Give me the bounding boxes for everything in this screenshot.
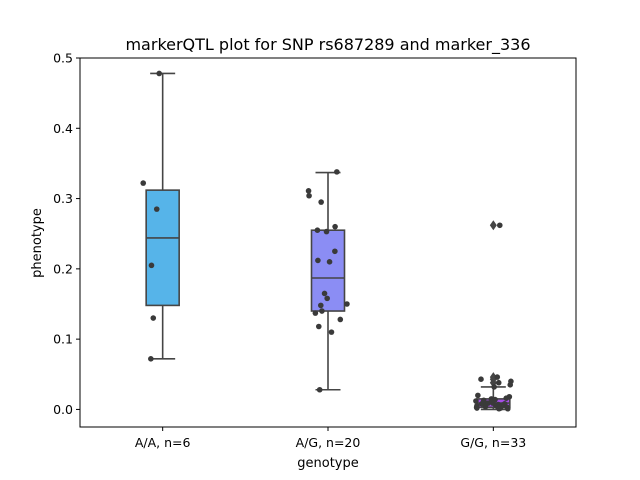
data-point — [318, 199, 324, 205]
plot-area — [140, 70, 514, 412]
data-point — [321, 290, 328, 297]
y-tick-label: 0.2 — [53, 261, 73, 276]
data-point — [332, 223, 338, 230]
data-point — [344, 301, 350, 307]
box-group — [310, 171, 346, 391]
data-point — [148, 262, 155, 269]
data-point — [153, 206, 160, 212]
data-point — [473, 398, 479, 404]
data-point — [474, 405, 480, 411]
y-tick-label: 0.3 — [53, 191, 73, 206]
data-point — [315, 323, 322, 330]
data-point — [504, 405, 511, 412]
data-point — [156, 70, 162, 77]
x-tick-label: A/G, n=20 — [296, 435, 361, 450]
data-point — [312, 310, 319, 316]
y-tick-label: 0.5 — [53, 51, 73, 66]
chart-title: markerQTL plot for SNP rs687289 and mark… — [125, 35, 530, 55]
data-point — [496, 222, 503, 229]
data-point — [328, 329, 335, 335]
data-point — [316, 386, 323, 393]
data-point — [306, 192, 312, 199]
data-point — [503, 395, 510, 401]
data-point — [495, 379, 502, 386]
x-axis-label: genotype — [297, 456, 358, 471]
y-tick-label: 0.0 — [53, 402, 73, 417]
data-point — [317, 302, 324, 309]
data-point — [337, 316, 344, 323]
box-iqr — [145, 189, 180, 307]
data-point — [494, 374, 501, 380]
box-group — [145, 72, 180, 360]
data-point — [319, 308, 325, 314]
data-point — [314, 227, 321, 233]
data-point — [334, 169, 340, 175]
data-point — [315, 257, 321, 264]
y-axis-label: phenotype — [30, 208, 45, 278]
data-point — [332, 248, 338, 255]
x-tick-label: G/G, n=33 — [460, 435, 526, 450]
data-point — [148, 356, 154, 362]
data-point — [150, 315, 157, 321]
data-point — [491, 384, 497, 390]
y-tick-label: 0.1 — [53, 332, 73, 347]
data-point — [326, 259, 333, 265]
data-point — [507, 382, 514, 388]
data-point — [478, 376, 484, 383]
outlier-marker — [489, 220, 497, 231]
data-point — [305, 188, 312, 194]
data-point — [475, 392, 481, 399]
data-point — [140, 180, 147, 186]
data-point — [324, 295, 330, 302]
data-point — [482, 403, 489, 410]
y-tick-label: 0.4 — [53, 121, 73, 136]
x-tick-label: A/A, n=6 — [135, 435, 191, 450]
data-point — [496, 405, 502, 412]
data-point — [323, 228, 330, 235]
